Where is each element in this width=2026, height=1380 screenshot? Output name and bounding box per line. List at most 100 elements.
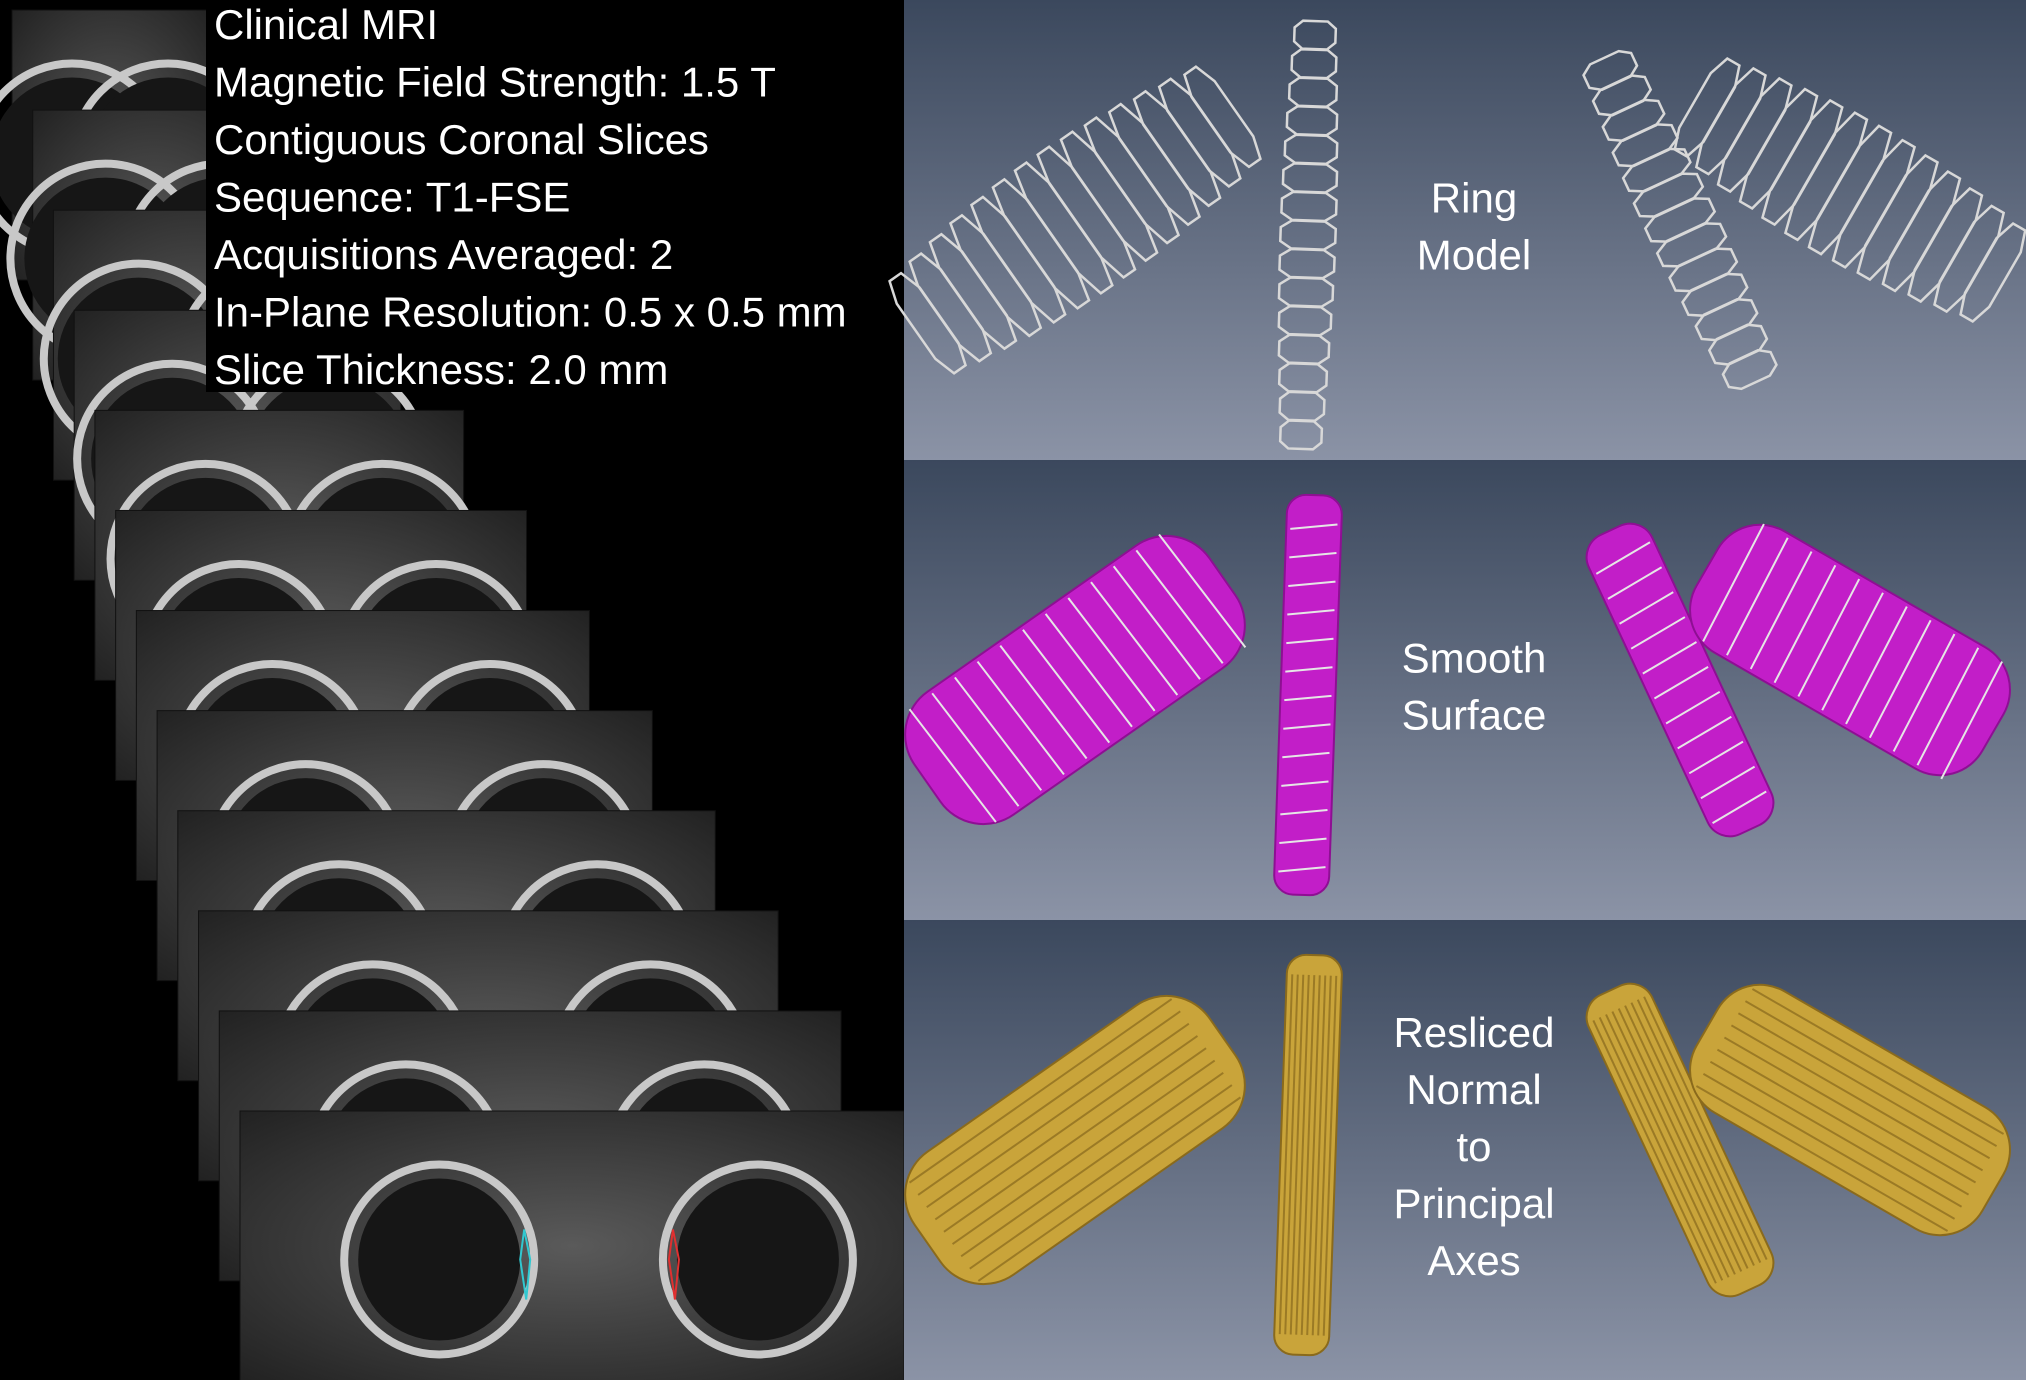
- ring-line: [1688, 740, 1744, 775]
- ring-line: [1112, 565, 1201, 680]
- muscle-model: [904, 994, 1246, 1286]
- ring-line: [1607, 566, 1663, 600]
- panel-label: Model: [1417, 232, 1531, 279]
- ring-line: [1281, 780, 1329, 787]
- muscle-model: [888, 65, 1262, 375]
- ring-line: [1022, 629, 1111, 744]
- panel: Smooth Surface: [904, 460, 2026, 920]
- muscle-model: [1277, 19, 1339, 451]
- slice-step: [917, 1010, 1181, 1196]
- ring-line: [1044, 613, 1133, 728]
- eye-globe: [358, 1178, 521, 1341]
- ring-line: [1090, 581, 1179, 696]
- ring-contour: [1721, 348, 1778, 391]
- slice-step: [1730, 1024, 1984, 1172]
- ring-contour: [1182, 65, 1262, 169]
- ring-line: [1653, 666, 1709, 700]
- ring-contour: [1959, 222, 2026, 323]
- panel-label: to: [1456, 1123, 1491, 1170]
- ring-line: [1289, 552, 1337, 559]
- orbit-rim: [340, 1160, 539, 1359]
- slice-step: [1751, 988, 2005, 1135]
- ring-line: [1287, 609, 1335, 616]
- info-line: Contiguous Coronal Slices: [214, 116, 709, 163]
- slice-step: [1284, 974, 1299, 1335]
- muscle-surface: [1689, 523, 2011, 777]
- slice-step: [977, 1096, 1242, 1282]
- ring-line: [1067, 597, 1156, 712]
- muscle-model: [904, 533, 1247, 826]
- muscle-model: [1585, 982, 1775, 1298]
- panel-label: Normal: [1406, 1066, 1541, 1113]
- ring-line: [1158, 533, 1247, 648]
- ring-contour: [1278, 419, 1324, 451]
- info-line: Slice Thickness: 2.0 mm: [214, 346, 668, 393]
- slice-step: [1723, 1036, 1977, 1184]
- ring-line: [1282, 751, 1330, 759]
- panel-label: Resliced: [1393, 1009, 1554, 1056]
- info-line: Sequence: T1-FSE: [214, 174, 570, 221]
- slice-step: [926, 1022, 1190, 1209]
- slice-step: [1592, 1019, 1717, 1284]
- muscle-contour: [667, 1229, 680, 1300]
- slice-step: [1295, 974, 1310, 1335]
- muscle-model: [1582, 49, 1778, 391]
- ring-line: [954, 676, 1043, 791]
- ring-line: [1595, 541, 1651, 575]
- ring-line: [1797, 578, 1861, 697]
- ring-line: [1702, 523, 1765, 642]
- muscle-surface: [1585, 522, 1775, 838]
- panel-label: Smooth: [1402, 635, 1547, 682]
- text-backdrop: [206, 0, 904, 392]
- ring-line: [1278, 866, 1326, 873]
- ring-line: [1845, 606, 1908, 725]
- ring-line: [1892, 633, 1956, 752]
- slice-step: [1322, 975, 1338, 1336]
- ring-line: [1821, 592, 1884, 711]
- ring-line: [1288, 580, 1336, 587]
- model-panels: Ring Model Smooth Surface Resliced Normal to Pr…: [888, 0, 2026, 1380]
- info-line: In-Plane Resolution: 0.5 x 0.5 mm: [214, 289, 847, 336]
- orbit-rim: [658, 1160, 857, 1359]
- ring-line: [1286, 637, 1334, 645]
- ring-line: [1642, 641, 1697, 675]
- slice-step: [1630, 1002, 1755, 1266]
- ring-line: [1630, 616, 1686, 650]
- slice-step: [1624, 1005, 1749, 1269]
- slice-step: [1300, 975, 1316, 1335]
- slice-step: [1289, 974, 1305, 1335]
- panel-label: Ring: [1431, 175, 1517, 222]
- ring-line: [1700, 765, 1756, 800]
- slice-step: [969, 1084, 1233, 1270]
- acquisition-info: Clinical MRI Magnetic Field Strength: 1.5…: [214, 1, 847, 393]
- slice-step: [1737, 1012, 1991, 1160]
- muscle-surface: [904, 534, 1246, 826]
- slice-step: [1702, 1073, 1956, 1220]
- ring-line: [1726, 537, 1789, 656]
- panel-label: Principal: [1393, 1180, 1554, 1227]
- ring-line: [1279, 837, 1327, 844]
- eye-globe: [676, 1178, 839, 1341]
- slice-step: [1716, 1048, 1970, 1196]
- ring-line: [1712, 790, 1767, 825]
- ring-line: [1290, 523, 1338, 530]
- slice-step: [934, 1035, 1199, 1221]
- slice-step: [1709, 1060, 1963, 1208]
- ring-line: [1677, 715, 1732, 750]
- slice-step: [1744, 1000, 1998, 1147]
- mri-slices: [0, 9, 905, 1380]
- ring-line: [1749, 551, 1813, 670]
- slice-step: [1306, 975, 1321, 1336]
- slice-step: [1598, 1017, 1724, 1281]
- ring-line: [1135, 549, 1224, 664]
- slice-step: [1605, 1014, 1730, 1278]
- slice-step: [1617, 1008, 1743, 1272]
- info-line: Acquisitions Averaged: 2: [214, 231, 673, 278]
- ring-line: [1773, 564, 1837, 684]
- muscle-model: [1689, 983, 2011, 1237]
- slice-step: [1636, 999, 1762, 1263]
- panel-label: Axes: [1427, 1237, 1520, 1284]
- ring-line: [931, 692, 1020, 807]
- panel: Ring Model: [888, 0, 2026, 460]
- slice-step: [951, 1059, 1216, 1245]
